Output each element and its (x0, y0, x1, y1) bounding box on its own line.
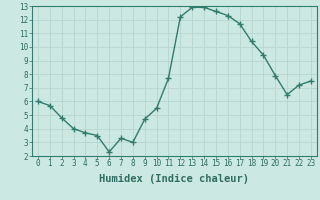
X-axis label: Humidex (Indice chaleur): Humidex (Indice chaleur) (100, 174, 249, 184)
